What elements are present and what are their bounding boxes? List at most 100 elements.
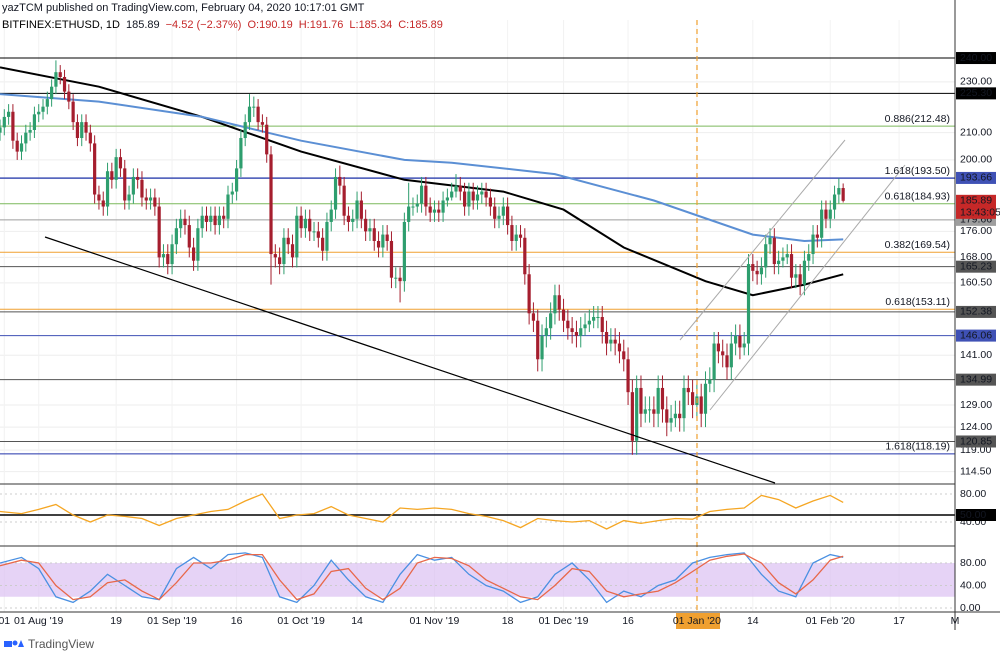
candle-body	[2, 116, 6, 128]
candle-body	[217, 215, 221, 226]
candle-body	[136, 176, 140, 180]
x-tick-label: 01	[0, 615, 10, 627]
candle-body	[359, 200, 363, 219]
candle-body	[514, 234, 518, 241]
y-tick-label: 168.00	[960, 251, 992, 263]
candle-body	[299, 215, 303, 229]
candle-body	[174, 228, 178, 245]
candle-body	[647, 409, 652, 411]
candle-body	[643, 409, 647, 414]
candle-body	[549, 313, 553, 329]
candle-body	[28, 130, 32, 133]
indicator-line	[0, 552, 844, 604]
candle-body	[785, 254, 789, 258]
candle-body	[523, 237, 527, 275]
candle-body	[729, 343, 733, 368]
candle-body	[742, 343, 746, 348]
candle-body	[196, 228, 200, 261]
candle-body	[114, 157, 118, 180]
candle-body	[67, 91, 71, 102]
x-tick-label: 19	[110, 615, 122, 627]
candle-body	[342, 185, 346, 216]
level-label: 146.06	[960, 329, 992, 341]
level-label-box	[956, 52, 996, 65]
candle-body	[118, 157, 123, 169]
candle-body	[622, 351, 626, 360]
candle-body	[71, 101, 75, 123]
overlay: 230.00210.00200.00176.00168.00160.50141.…	[0, 52, 1000, 627]
x-tick-label: 16	[622, 615, 634, 627]
candle-body	[230, 191, 234, 195]
candle-body	[475, 194, 480, 201]
candle-body	[148, 197, 153, 201]
candle-body	[260, 122, 265, 125]
candle-body	[690, 392, 695, 406]
candle-body	[419, 185, 424, 204]
x-tick-label: 18	[502, 615, 514, 627]
candle-body	[686, 387, 690, 393]
candle-body	[721, 351, 725, 356]
moving-average	[0, 66, 844, 297]
x-tick-label: 16	[231, 615, 243, 627]
candle-body	[351, 218, 355, 222]
candle-body	[226, 194, 230, 219]
candle-body	[157, 206, 161, 258]
candle-body	[579, 328, 583, 336]
candle-body	[764, 244, 768, 268]
candle-body	[441, 200, 445, 213]
candle-body	[613, 339, 617, 344]
candle-body	[428, 206, 432, 213]
candle-body	[110, 171, 114, 180]
y-tick-label: 124.00	[960, 421, 992, 433]
candle-body	[7, 111, 11, 117]
candle-body	[437, 209, 441, 213]
candle-body	[45, 99, 49, 107]
y-tick-label: 114.50	[960, 465, 991, 477]
candle-body	[247, 106, 252, 123]
candle-body	[600, 317, 604, 333]
candle-body	[411, 206, 415, 208]
candle-body	[570, 328, 574, 333]
candle-body	[506, 206, 510, 226]
indicator-line	[0, 493, 844, 530]
candle-body	[101, 200, 105, 207]
candle-body	[381, 234, 385, 248]
candle-body	[269, 154, 273, 255]
candle-body	[669, 418, 673, 423]
candle-body	[239, 138, 243, 169]
last-price-box	[956, 194, 996, 219]
level-label: 225.30	[960, 87, 992, 99]
candle-body	[62, 76, 67, 92]
candle-body	[97, 194, 101, 201]
candle-body	[574, 332, 579, 336]
candle-body	[777, 260, 781, 265]
candle-body	[329, 209, 333, 222]
y-tick-label: 210.00	[960, 126, 992, 138]
subtitle-part: −4.52 (−2.37%)	[166, 19, 242, 31]
level-label-box	[956, 305, 996, 318]
subtitle-part: L:185.34	[349, 19, 392, 31]
candle-body	[609, 339, 613, 344]
candle-body	[467, 191, 471, 207]
candle-body	[751, 264, 755, 271]
candle-body	[841, 188, 845, 201]
candle-body	[820, 209, 824, 238]
candle-body	[24, 132, 28, 144]
candle-body	[527, 274, 531, 314]
candle-body	[682, 387, 686, 419]
candle-body	[432, 209, 437, 213]
candle-body	[592, 317, 596, 321]
candle-body	[278, 257, 282, 265]
candle-body	[462, 191, 467, 207]
trend-line	[44, 236, 776, 484]
candle-body	[407, 206, 411, 222]
candle-body	[665, 409, 669, 423]
candle-body	[84, 122, 88, 133]
candle-body	[355, 200, 359, 219]
candle-body	[11, 111, 15, 141]
candle-body	[200, 215, 204, 229]
candle-body	[58, 72, 62, 77]
level-label: 193.66	[960, 172, 992, 184]
